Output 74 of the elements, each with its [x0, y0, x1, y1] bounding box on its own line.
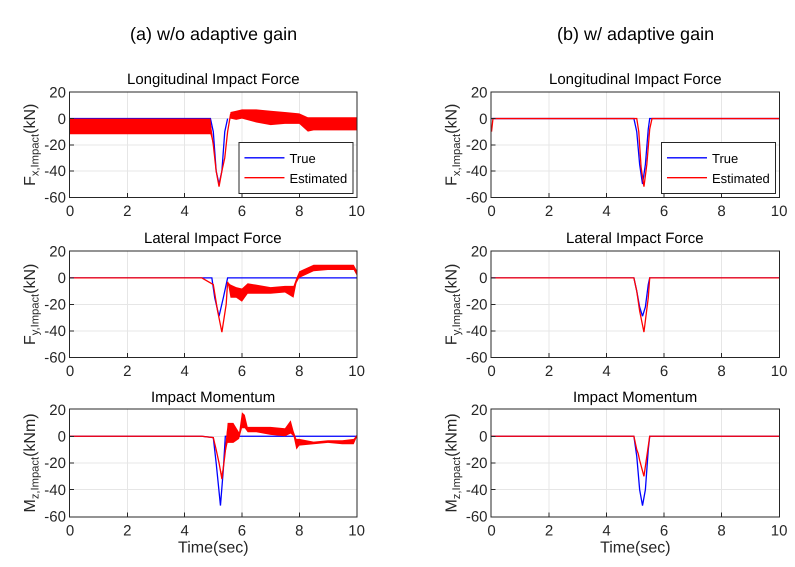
- y-tick-label: -40: [466, 482, 488, 499]
- y-tick-label: -60: [466, 508, 488, 526]
- y-tick-label: -60: [466, 349, 488, 366]
- x-tick-label: 4: [180, 203, 189, 220]
- chart-title: Lateral Impact Force: [566, 230, 704, 247]
- x-tick-label: 2: [544, 203, 554, 220]
- x-tick-label: 10: [348, 522, 365, 540]
- y-tick-label: 20: [470, 84, 488, 102]
- text: (b) w/ adaptive gain: [557, 24, 714, 44]
- y-tick-label: 0: [479, 270, 488, 288]
- y-tick-label: 0: [58, 110, 66, 128]
- x-tick-label: 4: [602, 522, 611, 540]
- x-tick-label: 6: [238, 363, 246, 380]
- x-tick-label: 4: [602, 363, 611, 380]
- x-tick-label: 10: [348, 363, 365, 380]
- x-tick-label: 4: [180, 363, 189, 380]
- y-tick-label: -40: [44, 163, 66, 180]
- legend-label: True: [712, 150, 738, 166]
- x-tick-label: 6: [660, 203, 668, 220]
- x-tick-label: 6: [238, 203, 246, 220]
- x-tick-label: 10: [348, 203, 365, 220]
- y-tick-label: 0: [479, 428, 488, 446]
- x-tick-label: 8: [717, 363, 726, 380]
- legend-label: True: [289, 150, 316, 166]
- chart-title: Impact Momentum: [151, 389, 276, 406]
- x-tick-label: 10: [770, 522, 788, 540]
- x-tick-label: 6: [660, 363, 668, 380]
- y-tick-label: -20: [466, 137, 488, 154]
- y-tick-label: 0: [58, 270, 66, 288]
- y-tick-label: -40: [466, 163, 488, 180]
- x-tick-label: 2: [544, 363, 554, 380]
- y-tick-label: -40: [44, 323, 66, 340]
- y-tick-label: 20: [49, 402, 66, 419]
- x-tick-label: 2: [123, 363, 132, 380]
- y-tick-label: 0: [58, 428, 66, 446]
- y-tick-label: 20: [470, 244, 488, 261]
- y-tick-label: -60: [44, 508, 66, 526]
- chart-title: Impact Momentum: [573, 389, 698, 406]
- y-tick-label: -60: [466, 189, 488, 206]
- x-tick-label: 8: [295, 522, 304, 540]
- y-tick-label: -60: [44, 189, 66, 206]
- x-tick-label: 6: [238, 522, 246, 540]
- x-tick-label: 2: [123, 203, 132, 220]
- x-axis-title: Time(sec): [178, 539, 249, 556]
- x-tick-label: 8: [717, 203, 726, 220]
- x-tick-label: 8: [717, 522, 726, 540]
- legend-label: Estimated: [712, 170, 770, 186]
- x-tick-label: 10: [770, 363, 788, 380]
- y-tick-label: -20: [466, 296, 488, 314]
- x-tick-label: 4: [180, 522, 189, 540]
- y-tick-label: 20: [470, 402, 488, 419]
- y-tick-label: -20: [44, 296, 66, 314]
- y-tick-label: 20: [49, 244, 66, 261]
- text: (a) w/o adaptive gain: [130, 24, 298, 44]
- y-tick-label: -40: [44, 482, 66, 499]
- x-tick-label: 2: [544, 522, 554, 540]
- y-tick-label: -20: [44, 455, 66, 472]
- y-tick-label: -60: [44, 349, 66, 366]
- y-tick-label: 20: [49, 84, 66, 102]
- y-tick-label: -20: [466, 455, 488, 472]
- y-tick-label: -20: [44, 137, 66, 154]
- x-tick-label: 10: [770, 203, 788, 220]
- x-tick-label: 2: [123, 522, 132, 540]
- chart-title: Longitudinal Impact Force: [549, 71, 722, 88]
- x-tick-label: 8: [295, 203, 304, 220]
- x-tick-label: 8: [295, 363, 304, 380]
- x-tick-label: 6: [660, 522, 668, 540]
- y-tick-label: -40: [466, 323, 488, 340]
- chart-title: Lateral Impact Force: [144, 230, 282, 247]
- x-tick-label: 4: [602, 203, 611, 220]
- y-tick-label: 0: [479, 110, 488, 128]
- chart-title: Longitudinal Impact Force: [127, 71, 300, 88]
- legend-label: Estimated: [289, 170, 348, 186]
- x-axis-title: Time(sec): [600, 539, 671, 556]
